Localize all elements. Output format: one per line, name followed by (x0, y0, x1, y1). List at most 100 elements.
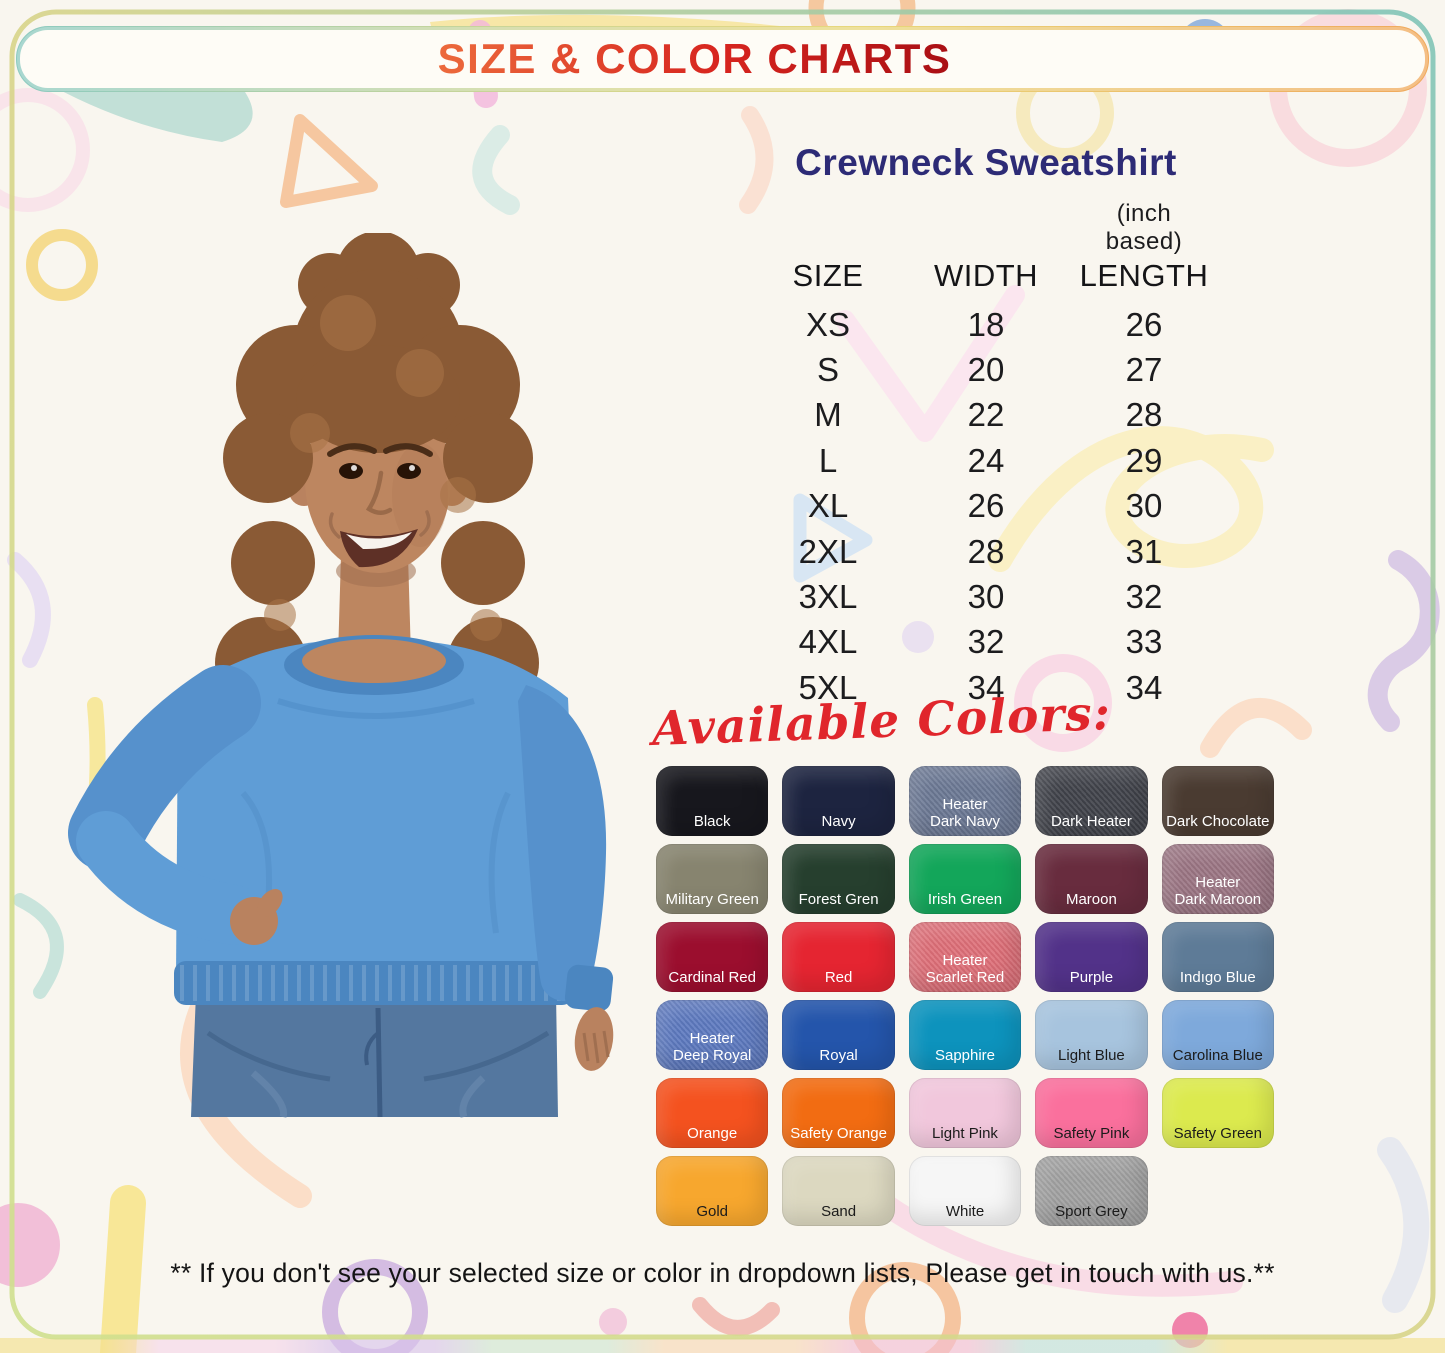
column-label-length: (inch based) LENGTH (1079, 200, 1209, 293)
size-row: 2XL 28 31 (768, 529, 1204, 574)
color-swatch: Sand (782, 1156, 895, 1226)
color-swatch: Dark Chocolate (1161, 766, 1274, 836)
product-title: Crewneck Sweatshirt (795, 142, 1177, 183)
length-cell: 33 (1125, 623, 1163, 661)
size-cell: 3XL (798, 578, 858, 616)
size-cell: S (816, 351, 839, 389)
color-swatch: Navy (782, 766, 895, 836)
color-swatch: Light Blue (1035, 1000, 1148, 1070)
size-row: 3XL 30 32 (768, 574, 1204, 619)
width-cell: 26 (967, 487, 1005, 525)
color-swatch: Orange (656, 1078, 769, 1148)
color-swatch: Military Green (656, 844, 769, 914)
color-swatch: Safety Pink (1035, 1078, 1148, 1148)
color-swatch-label: Maroon (1065, 891, 1117, 909)
length-cell: 27 (1125, 351, 1163, 389)
color-swatch-label: Orange (687, 1125, 738, 1143)
color-swatch-label: Light Blue (1058, 1047, 1125, 1065)
sweatshirt (68, 635, 614, 1012)
color-swatch-label: Safety Green (1173, 1125, 1262, 1143)
color-swatch-label: Dark Chocolate (1166, 813, 1270, 831)
size-rows: XS 18 26 S 20 27 M 22 28 L 24 29 XL 26 3… (768, 302, 1204, 711)
color-swatch-label: Heater Scarlet Red (925, 952, 1005, 987)
color-swatch-label: Black (693, 813, 731, 831)
length-cell: 30 (1125, 487, 1163, 525)
width-cell: 20 (967, 351, 1005, 389)
color-swatch: Heater Dark Navy (908, 766, 1022, 836)
size-cell: 2XL (798, 532, 858, 570)
color-swatch-label: Safety Pink (1053, 1125, 1130, 1143)
color-swatch: Black (656, 766, 769, 836)
color-swatch: Light Pink (908, 1078, 1022, 1148)
width-cell: 24 (967, 441, 1005, 479)
color-swatch: Indıgo Blue (1161, 922, 1274, 992)
color-swatch: White (908, 1156, 1022, 1226)
size-row: XS 18 26 (768, 302, 1204, 347)
size-cell: M (814, 396, 842, 434)
color-swatch-label: Military Green (665, 891, 759, 909)
color-swatch: Purple (1035, 922, 1148, 992)
color-swatch-label: Gold (696, 1203, 729, 1221)
width-cell: 32 (967, 623, 1005, 661)
color-swatch: Gold (656, 1156, 769, 1226)
color-swatch-label: Sand (821, 1203, 857, 1221)
color-swatch-label: Carolina Blue (1172, 1047, 1263, 1065)
size-cell: XS (805, 305, 851, 343)
color-swatch-label: Navy (821, 813, 856, 831)
width-cell: 30 (967, 578, 1005, 616)
column-label-width: WIDTH (933, 258, 1039, 293)
column-label-size: SIZE (792, 258, 864, 293)
color-swatch-label: White (945, 1203, 985, 1221)
footer-note: ** If you don't see your selected size o… (170, 1258, 1275, 1288)
color-swatch: Safety Orange (782, 1078, 895, 1148)
size-cell: 4XL (798, 623, 858, 661)
color-swatch: Carolina Blue (1161, 1000, 1274, 1070)
color-swatch-label: Dark Heater (1050, 813, 1132, 831)
color-swatch: Heater Scarlet Red (908, 922, 1022, 992)
width-cell: 28 (967, 532, 1005, 570)
size-chart: SIZE WIDTH (inch based) LENGTH XS 18 26 … (768, 200, 1209, 711)
size-row: 4XL 32 33 (768, 620, 1204, 665)
model-photo (68, 233, 614, 1118)
color-swatch-label: Royal (819, 1047, 858, 1065)
color-swatch-label: Heater Dark Maroon (1174, 874, 1262, 909)
color-swatch-label: Red (824, 969, 853, 987)
color-swatch-label: Heater Deep Royal (673, 1030, 752, 1065)
length-cell: 32 (1125, 578, 1163, 616)
header-band: SIZE & COLOR CHARTS (16, 26, 1429, 92)
color-swatch: Red (782, 922, 895, 992)
color-swatch: Heater Deep Royal (656, 1000, 769, 1070)
available-colors-heading: Available Colors: (651, 686, 1112, 757)
color-grid: Black Navy Heater Dark Navy Dark Heater … (656, 766, 1274, 1226)
width-cell: 22 (967, 396, 1005, 434)
color-swatch: Royal (782, 1000, 895, 1070)
size-row: L 24 29 (768, 438, 1204, 483)
color-swatch: Sapphire (908, 1000, 1022, 1070)
size-cell: XL (807, 487, 849, 525)
unit-note: (inch based) (1105, 200, 1183, 255)
jeans (191, 993, 558, 1118)
color-swatch-label: Heater Dark Navy (929, 796, 1000, 831)
size-cell: L (818, 441, 838, 479)
color-swatch-label: Light Pink (932, 1125, 998, 1143)
color-swatch: Heater Dark Maroon (1161, 844, 1274, 914)
color-swatch-label: Safety Orange (790, 1125, 887, 1143)
size-row: XL 26 30 (768, 484, 1204, 529)
length-cell: 28 (1125, 396, 1163, 434)
color-swatch: Forest Gren (782, 844, 895, 914)
color-swatch: Dark Heater (1035, 766, 1148, 836)
color-swatch: Safety Green (1161, 1078, 1274, 1148)
length-cell: 26 (1125, 305, 1163, 343)
color-swatch: Irish Green (908, 844, 1022, 914)
color-swatch-label: Irish Green (927, 891, 1003, 909)
color-swatch-label: Sapphire (934, 1047, 996, 1065)
color-swatch: Sport Grey (1035, 1156, 1148, 1226)
color-swatch-label: Sport Grey (1055, 1203, 1128, 1221)
page-title: SIZE & COLOR CHARTS (437, 35, 952, 82)
product-panel: Crewneck Sweatshirt SIZE WIDTH (inch bas… (768, 142, 1209, 711)
length-cell: 31 (1125, 532, 1163, 570)
size-row: M 22 28 (768, 393, 1204, 438)
size-row: S 20 27 (768, 347, 1204, 392)
color-swatch: Maroon (1035, 844, 1148, 914)
length-cell: 29 (1125, 441, 1163, 479)
